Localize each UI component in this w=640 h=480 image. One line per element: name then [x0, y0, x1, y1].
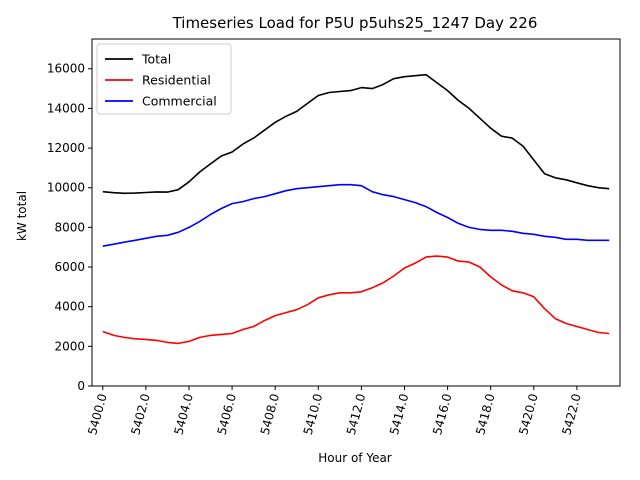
y-tick-label: 10000: [47, 181, 85, 195]
x-axis-label: Hour of Year: [318, 451, 392, 465]
legend-label-residential: Residential: [142, 73, 211, 88]
legend-box: [96, 43, 232, 115]
series-line-total: [102, 73, 610, 195]
x-tick-label: 5400.0: [85, 392, 109, 436]
y-tick-label: 6000: [54, 260, 85, 274]
x-tick-label: 5420.0: [516, 392, 540, 436]
plot-area: 5400.0 5402.0 5404.0 5406.0 5408.0 5410.0 5412…: [47, 38, 621, 436]
x-tick-label: 5418.0: [473, 392, 497, 436]
series-line-residential: [102, 255, 610, 345]
x-tick-label: 5402.0: [128, 392, 152, 436]
series-line-commercial: [102, 183, 610, 247]
plot-frame: [91, 38, 621, 387]
y-tick-label: 2000: [54, 339, 85, 353]
x-tick-label: 5414.0: [387, 392, 411, 436]
y-tick-label: 16000: [47, 62, 85, 76]
legend-label-total: Total: [141, 52, 171, 67]
y-tick-label: 4000: [54, 300, 85, 314]
x-tick-label: 5412.0: [344, 392, 368, 436]
x-tick-label: 5416.0: [430, 392, 454, 436]
x-tick-label: 5404.0: [172, 392, 196, 436]
y-tick-label: 0: [77, 379, 85, 393]
x-tick-label: 5408.0: [258, 392, 282, 436]
x-tick-label: 5406.0: [215, 392, 239, 436]
chart-title: Timeseries Load for P5U p5uhs25_1247 Day…: [172, 14, 538, 33]
legend-label-commercial: Commercial: [142, 94, 217, 109]
y-tick-label: 14000: [47, 101, 85, 115]
x-tick-label: 5422.0: [559, 392, 583, 436]
x-tick-label: 5410.0: [301, 392, 325, 436]
y-tick-label: 12000: [47, 141, 85, 155]
y-axis-label: kW total: [15, 191, 29, 241]
legend: Total Residential Commercial: [96, 43, 232, 115]
y-tick-label: 8000: [54, 220, 85, 234]
